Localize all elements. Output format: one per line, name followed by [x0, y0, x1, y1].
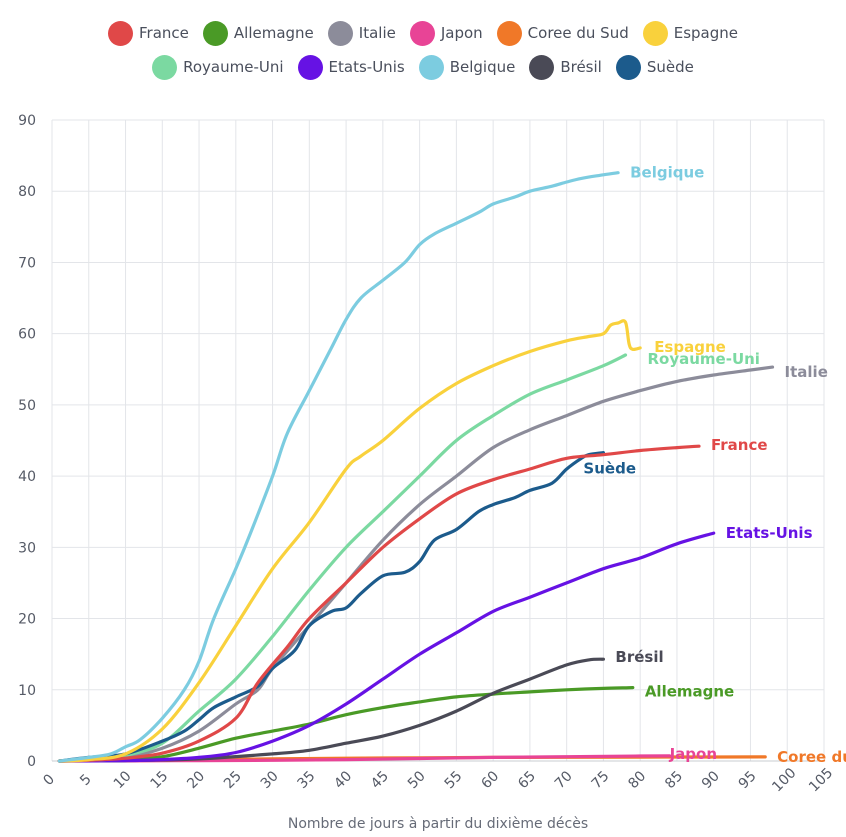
legend-swatch	[615, 54, 641, 80]
x-tick-label: 105	[806, 765, 836, 795]
legend-item-coree-du-sud[interactable]: Coree du Sud	[496, 20, 629, 46]
legend-row: Royaume-Uni Etats-Unis Belgique Brésil Suède	[0, 50, 846, 84]
legend-item-france[interactable]: France	[108, 20, 189, 46]
series-line-royaume-uni	[57, 353, 628, 763]
legend-label: France	[139, 24, 189, 42]
end-label-espagne: Espagne	[654, 338, 726, 356]
end-label-coree-du-sud: Coree du Sud	[777, 748, 846, 766]
legend-label: Brésil	[560, 58, 602, 76]
y-tick-label: 20	[18, 612, 36, 628]
y-tick-label: 10	[18, 683, 36, 699]
y-tick-label: 60	[18, 327, 36, 343]
series-line-suede	[57, 451, 605, 763]
y-tick-label: 30	[18, 540, 36, 556]
x-tick-label: 75	[589, 768, 613, 792]
x-tick-label: 65	[515, 768, 539, 792]
x-tick-label: 85	[662, 768, 686, 792]
y-tick-label: 50	[18, 398, 36, 414]
x-tick-label: 60	[478, 768, 502, 792]
end-label-royaume-uni: Royaume-Uni	[647, 350, 759, 368]
legend-swatch	[418, 54, 444, 80]
legend-item-suede[interactable]: Suède	[615, 54, 694, 80]
x-tick-label: 40	[331, 768, 355, 792]
x-tick-label: 100	[769, 765, 799, 795]
x-tick-label: 30	[258, 768, 282, 792]
legend-label: Allemagne	[233, 24, 314, 42]
legend-swatch	[202, 20, 228, 46]
end-label-etats-unis: Etats-Unis	[726, 524, 813, 542]
y-tick-label: 40	[18, 469, 36, 485]
legend-swatch	[152, 54, 178, 80]
legend-label: Espagne	[673, 24, 738, 42]
y-tick-label: 80	[18, 184, 36, 200]
y-axis: 0 10 20 30 40 50 60 70 80 90	[18, 113, 36, 770]
end-label-italie: Italie	[785, 363, 828, 381]
y-tick-label: 0	[27, 754, 36, 770]
series-lines	[57, 171, 775, 763]
x-tick-label: 80	[625, 768, 649, 792]
x-tick-label: 45	[368, 768, 392, 792]
legend-label: Coree du Sud	[527, 24, 629, 42]
end-label-belgique: Belgique	[630, 164, 704, 182]
legend-item-bresil[interactable]: Brésil	[529, 54, 602, 80]
y-tick-label: 70	[18, 255, 36, 271]
end-label-france: France	[711, 436, 768, 454]
x-axis-title: Nombre de jours à partir du dixième décè…	[288, 816, 588, 832]
x-tick-label: 35	[295, 768, 319, 792]
series-line-espagne	[57, 319, 642, 763]
x-tick-label: 55	[442, 768, 466, 792]
series-line-italie	[57, 365, 775, 763]
x-tick-label: 90	[699, 768, 723, 792]
x-tick-label: 10	[111, 768, 135, 792]
legend-swatch	[642, 20, 668, 46]
end-label-japon: Japon	[669, 745, 717, 763]
legend-swatch	[297, 54, 323, 80]
legend-label: Etats-Unis	[328, 58, 405, 76]
legend-label: Suède	[646, 58, 694, 76]
legend-swatch	[409, 20, 435, 46]
legend-label: Japon	[440, 24, 483, 42]
x-axis: 0 5 10 15 20 25 30 35 40 45 50 55 60 65 70 75 80 85 90 95 10…	[40, 765, 836, 795]
legend-item-japon[interactable]: Japon	[409, 20, 483, 46]
legend-item-etats-unis[interactable]: Etats-Unis	[297, 54, 405, 80]
end-label-bresil: Brésil	[615, 648, 663, 666]
legend-swatch	[327, 20, 353, 46]
series-line-belgique	[57, 171, 620, 763]
legend-swatch	[496, 20, 522, 46]
grid-lines	[51, 119, 825, 762]
x-tick-label: 5	[77, 771, 95, 789]
x-tick-label: 15	[147, 768, 171, 792]
legend-item-belgique[interactable]: Belgique	[418, 54, 516, 80]
legend-row: France Allemagne Italie Japon Coree du Sud Es…	[0, 16, 846, 50]
series-line-france	[57, 444, 701, 763]
legend-label: Italie	[358, 24, 396, 42]
legend-swatch	[108, 20, 133, 46]
legend-item-espagne[interactable]: Espagne	[642, 20, 738, 46]
series-line-allemagne	[57, 686, 635, 763]
x-tick-label: 20	[184, 768, 208, 792]
series-line-etats-unis	[57, 531, 716, 763]
end-label-suede: Suède	[583, 460, 636, 478]
end-label-allemagne: Allemagne	[645, 683, 734, 701]
y-tick-label: 90	[18, 113, 36, 129]
chart-legend: France Allemagne Italie Japon Coree du Sud Es…	[0, 16, 846, 84]
legend-item-allemagne[interactable]: Allemagne	[202, 20, 314, 46]
x-tick-label: 50	[405, 768, 429, 792]
x-tick-label: 95	[736, 768, 760, 792]
x-tick-label: 0	[40, 771, 58, 789]
legend-item-italie[interactable]: Italie	[327, 20, 396, 46]
x-tick-label: 25	[221, 768, 245, 792]
x-tick-label: 70	[552, 768, 576, 792]
legend-swatch	[529, 54, 555, 80]
legend-label: Belgique	[449, 58, 516, 76]
legend-label: Royaume-Uni	[183, 58, 284, 76]
legend-item-royaume-uni[interactable]: Royaume-Uni	[152, 54, 284, 80]
